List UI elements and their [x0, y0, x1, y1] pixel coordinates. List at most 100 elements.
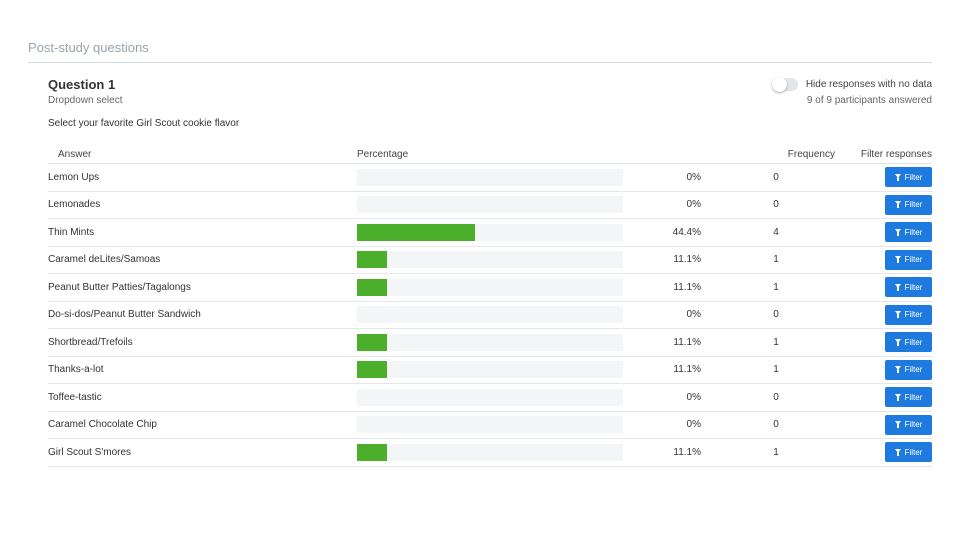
funnel-icon	[894, 311, 902, 319]
participants-answered: 9 of 9 participants answered	[806, 95, 932, 106]
filter-button[interactable]: Filter	[885, 442, 932, 463]
funnel-icon	[894, 283, 902, 291]
frequency-value: 1	[773, 281, 779, 293]
filter-button[interactable]: Filter	[885, 222, 932, 243]
answer-label: Thanks-a-lot	[48, 364, 104, 376]
percentage-bar	[357, 361, 623, 379]
percentage-bar	[357, 443, 623, 461]
funnel-icon	[894, 421, 902, 429]
percentage-bar	[357, 306, 623, 324]
percentage-bar-fill	[357, 361, 387, 379]
filter-cell: Filter	[851, 249, 932, 270]
answer-label: Lemonades	[48, 199, 101, 211]
percentage-bar-track	[357, 443, 623, 461]
filter-button[interactable]: Filter	[885, 194, 932, 215]
filter-cell: Filter	[851, 414, 932, 435]
filter-cell: Filter	[851, 332, 932, 353]
percentage-bar-track	[357, 333, 623, 351]
percentage-bar	[357, 168, 623, 186]
filter-button[interactable]: Filter	[885, 277, 932, 298]
funnel-icon	[894, 201, 902, 209]
frequency-value: 1	[773, 446, 779, 458]
table-row: Lemon Ups 0% 0 Filter	[48, 164, 932, 192]
filter-button[interactable]: Filter	[885, 359, 932, 380]
percentage-bar-fill	[357, 278, 387, 296]
filter-button-label: Filter	[904, 392, 923, 402]
table-row: Do-si-dos/Peanut Butter Sandwich 0% 0 Filte…	[48, 302, 932, 329]
frequency-value: 0	[773, 309, 779, 321]
filter-button[interactable]: Filter	[885, 332, 932, 353]
table-row: Thanks-a-lot 11.1% 1 Filter	[48, 357, 932, 384]
percentage-bar	[357, 196, 623, 214]
table-header: Answer Percentage Frequency Filter respo…	[48, 146, 932, 164]
percentage-column-header: Percentage	[357, 149, 409, 160]
question-prompt: Select your favorite Girl Scout cookie f…	[48, 118, 240, 129]
table-row: Lemonades 0% 0 Filter	[48, 192, 932, 219]
percentage-bar-fill	[357, 333, 387, 351]
table-body: Lemon Ups 0% 0 Filter Lemonades 0% 0 Filter Thin…	[48, 164, 932, 467]
filter-button-label: Filter	[904, 255, 923, 265]
filter-cell: Filter	[851, 277, 932, 298]
funnel-icon	[894, 338, 902, 346]
filter-column-header: Filter responses	[860, 149, 932, 160]
filter-cell: Filter	[851, 359, 932, 380]
answer-label: Shortbread/Trefoils	[48, 336, 133, 348]
answer-column-header: Answer	[58, 149, 92, 160]
filter-button-label: Filter	[904, 420, 923, 430]
frequency-value: 0	[773, 199, 779, 211]
funnel-icon	[894, 256, 902, 264]
frequency-value: 1	[773, 364, 779, 376]
filter-button[interactable]: Filter	[885, 167, 932, 188]
percentage-bar-track	[357, 361, 623, 379]
filter-button[interactable]: Filter	[885, 249, 932, 270]
percentage-bar-track	[357, 223, 623, 241]
filter-button-label: Filter	[904, 227, 923, 237]
filter-cell: Filter	[851, 222, 932, 243]
table-row: Caramel deLites/Samoas 11.1% 1 Filter	[48, 247, 932, 274]
filter-button-label: Filter	[904, 310, 923, 320]
section-divider	[28, 62, 932, 63]
frequency-value: 1	[773, 336, 779, 348]
percentage-bar	[357, 278, 623, 296]
filter-button-label: Filter	[904, 200, 923, 210]
percentage-bar-fill	[357, 223, 476, 241]
table-row: Peanut Butter Patties/Tagalongs 11.1% 1 Fil…	[48, 274, 932, 302]
filter-button[interactable]: Filter	[885, 414, 932, 435]
percentage-bar-track	[357, 388, 623, 406]
frequency-value: 4	[773, 226, 779, 238]
funnel-icon	[894, 393, 902, 401]
percentage-bar	[357, 388, 623, 406]
percentage-bar	[357, 416, 623, 434]
percentage-bar-track	[357, 168, 623, 186]
percentage-bar-track	[357, 278, 623, 296]
percentage-bar-fill	[357, 251, 387, 269]
frequency-column-header: Frequency	[787, 149, 835, 160]
filter-cell: Filter	[851, 387, 932, 408]
percentage-value: 11.1%	[673, 364, 701, 376]
table-row: Thin Mints 44.4% 4 Filter	[48, 219, 932, 247]
percentage-bar-track	[357, 306, 623, 324]
filter-button-label: Filter	[904, 282, 923, 292]
answer-label: Girl Scout S'mores	[48, 446, 132, 458]
frequency-value: 0	[773, 419, 779, 431]
filter-button-label: Filter	[904, 337, 923, 347]
answer-label: Toffee-tastic	[48, 391, 102, 403]
filter-button[interactable]: Filter	[885, 304, 932, 325]
percentage-value: 0%	[686, 199, 701, 211]
section-title: Post-study questions	[28, 40, 149, 55]
percentage-value: 11.1%	[673, 254, 701, 266]
percentage-bar-track	[357, 251, 623, 269]
question-title: Question 1	[48, 77, 116, 92]
toggle-knob	[771, 77, 787, 92]
funnel-icon	[894, 228, 902, 236]
answer-label: Caramel Chocolate Chip	[48, 419, 157, 431]
percentage-value: 0%	[686, 419, 701, 431]
answer-label: Thin Mints	[48, 226, 95, 238]
hide-empty-toggle[interactable]	[771, 77, 798, 92]
frequency-value: 0	[773, 391, 779, 403]
percentage-value: 11.1%	[673, 446, 701, 458]
percentage-value: 0%	[686, 309, 701, 321]
percentage-value: 0%	[686, 391, 701, 403]
filter-cell: Filter	[851, 167, 932, 188]
filter-button[interactable]: Filter	[885, 387, 932, 408]
